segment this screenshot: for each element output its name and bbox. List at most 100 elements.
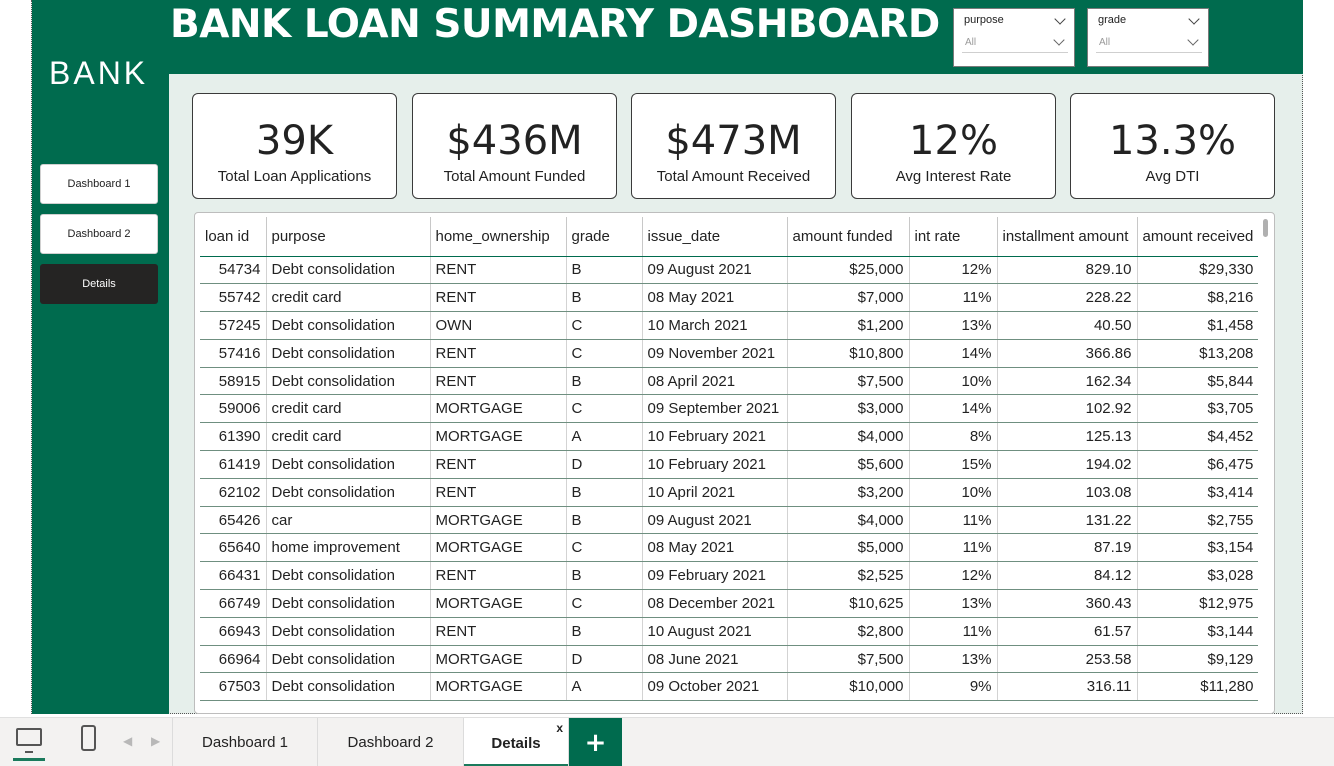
table-cell: Debt consolidation — [266, 672, 431, 702]
chevron-right-icon[interactable]: ▶ — [151, 734, 161, 748]
table-cell: 09 August 2021 — [642, 256, 788, 285]
table-cell: 66749 — [200, 589, 267, 618]
column-header-issue-date[interactable]: issue_date — [642, 217, 788, 257]
column-header-purpose[interactable]: purpose — [266, 217, 431, 257]
table-cell: 66943 — [200, 617, 267, 646]
column-header-loan-id[interactable]: loan id — [200, 217, 267, 257]
table-cell: $10,800 — [787, 339, 910, 368]
column-header-grade[interactable]: grade — [566, 217, 643, 257]
table-cell: 61419 — [200, 450, 267, 479]
table-cell: $7,000 — [787, 283, 910, 313]
table-cell: credit card — [266, 283, 431, 313]
grade-dropdown[interactable]: All — [1096, 33, 1202, 53]
table-cell: RENT — [430, 367, 567, 396]
table-row[interactable]: 62102 Debt consolidation RENT B 10 April 202… — [200, 478, 1259, 507]
table-cell: $1,200 — [787, 311, 910, 340]
purpose-dropdown[interactable]: All — [962, 33, 1068, 53]
table-cell: 67503 — [200, 672, 267, 702]
table-row[interactable]: 66749 Debt consolidation MORTGAGE C 08 Decem… — [200, 589, 1259, 618]
table-cell: $3,200 — [787, 478, 910, 507]
table-row[interactable]: 66964 Debt consolidation MORTGAGE D 08 June … — [200, 645, 1259, 674]
loan-details-table[interactable]: loan id purpose home_ownership grade iss… — [194, 212, 1275, 714]
table-cell: 58915 — [200, 367, 267, 396]
table-row[interactable]: 66431 Debt consolidation RENT B 09 February … — [200, 561, 1259, 591]
table-cell: 11% — [909, 506, 998, 535]
mobile-view-icon[interactable] — [81, 725, 96, 751]
table-cell: 162.34 — [997, 367, 1138, 396]
table-cell: 13% — [909, 589, 998, 618]
column-header-installment-amount[interactable]: installment amount — [997, 217, 1138, 257]
table-cell: 65426 — [200, 506, 267, 535]
nav-button-dashboard-1[interactable]: Dashboard 1 — [40, 164, 158, 204]
table-cell: 61390 — [200, 422, 267, 452]
chevron-down-icon[interactable] — [1188, 13, 1200, 25]
table-cell: 57416 — [200, 339, 267, 368]
table-cell: Debt consolidation — [266, 645, 431, 674]
table-cell: $3,705 — [1137, 394, 1259, 424]
tab-dashboard-1[interactable]: Dashboard 1 — [172, 718, 318, 766]
table-cell: $4,000 — [787, 422, 910, 452]
table-cell: B — [566, 283, 643, 313]
purpose-slicer[interactable]: purpose All — [953, 8, 1075, 67]
table-cell: $7,500 — [787, 367, 910, 396]
table-cell: 194.02 — [997, 450, 1138, 479]
tab-details[interactable]: Details x — [464, 718, 569, 766]
table-row[interactable]: 66943 Debt consolidation RENT B 10 August 20… — [200, 617, 1259, 646]
table-row[interactable]: 61390 credit card MORTGAGE A 10 February 202… — [200, 422, 1259, 452]
purpose-dropdown-value: All — [965, 37, 977, 48]
table-cell: $8,216 — [1137, 283, 1259, 313]
table-row[interactable]: 57416 Debt consolidation RENT C 09 November … — [200, 339, 1259, 368]
kpi-card-total-loan-applications: 39K Total Loan Applications — [192, 93, 397, 199]
table-cell: $9,129 — [1137, 645, 1259, 674]
chevron-down-icon[interactable] — [1054, 13, 1066, 25]
kpi-value: 39K — [255, 118, 334, 164]
kpi-label: Total Loan Applications — [217, 168, 372, 185]
table-row[interactable]: 61419 Debt consolidation RENT D 10 February … — [200, 450, 1259, 479]
table-cell: credit card — [266, 422, 431, 452]
tab-dashboard-2[interactable]: Dashboard 2 — [318, 718, 464, 766]
close-icon[interactable]: x — [556, 721, 563, 735]
table-row[interactable]: 54734 Debt consolidation RENT B 09 August 20… — [200, 256, 1259, 285]
table-cell: $2,755 — [1137, 506, 1259, 535]
table-row[interactable]: 67503 Debt consolidation MORTGAGE A 09 Octob… — [200, 672, 1259, 702]
column-header-amount-received[interactable]: amount received — [1137, 217, 1259, 257]
table-row[interactable]: 65426 car MORTGAGE B 09 August 2021 $4,000 11%… — [200, 506, 1259, 535]
table-cell: Debt consolidation — [266, 617, 431, 646]
chevron-left-icon[interactable]: ◀ — [123, 734, 133, 748]
table-cell: Debt consolidation — [266, 561, 431, 591]
table-cell: A — [566, 672, 643, 702]
table-cell: 9% — [909, 672, 998, 702]
nav-button-details[interactable]: Details — [40, 264, 158, 304]
grade-slicer[interactable]: grade All — [1087, 8, 1209, 67]
table-cell: 09 November 2021 — [642, 339, 788, 368]
table-cell: MORTGAGE — [430, 422, 567, 452]
header-banner: BANK LOAN SUMMARY DASHBOARD purpose All … — [169, 0, 1303, 74]
table-cell: $11,280 — [1137, 672, 1259, 702]
table-cell: $7,500 — [787, 645, 910, 674]
column-header-int-rate[interactable]: int rate — [909, 217, 998, 257]
nav-button-dashboard-2[interactable]: Dashboard 2 — [40, 214, 158, 254]
column-header-home-ownership[interactable]: home_ownership — [430, 217, 567, 257]
purpose-slicer-label: purpose — [964, 14, 1004, 26]
table-cell: OWN — [430, 311, 567, 340]
table-cell: MORTGAGE — [430, 645, 567, 674]
chevron-down-icon[interactable] — [1053, 34, 1065, 46]
table-scrollbar[interactable] — [1263, 219, 1268, 237]
table-cell: MORTGAGE — [430, 506, 567, 535]
table-cell: 10 August 2021 — [642, 617, 788, 646]
chevron-down-icon[interactable] — [1187, 34, 1199, 46]
table-cell: 08 June 2021 — [642, 645, 788, 674]
table-cell: 131.22 — [997, 506, 1138, 535]
table-row[interactable]: 58915 Debt consolidation RENT B 08 April 202… — [200, 367, 1259, 396]
table-cell: car — [266, 506, 431, 535]
table-row[interactable]: 57245 Debt consolidation OWN C 10 March 2021… — [200, 311, 1259, 340]
column-header-amount-funded[interactable]: amount funded — [787, 217, 910, 257]
table-cell: MORTGAGE — [430, 533, 567, 563]
add-page-button[interactable]: + — [569, 718, 622, 766]
table-row[interactable]: 59006 credit card MORTGAGE C 09 September 20… — [200, 394, 1259, 424]
kpi-label: Total Amount Received — [656, 168, 811, 185]
table-cell: Debt consolidation — [266, 367, 431, 396]
desktop-view-icon[interactable] — [16, 728, 42, 753]
table-row[interactable]: 55742 credit card RENT B 08 May 2021 $7,000 11… — [200, 283, 1259, 313]
table-row[interactable]: 65640 home improvement MORTGAGE C 08 May 202… — [200, 533, 1259, 563]
